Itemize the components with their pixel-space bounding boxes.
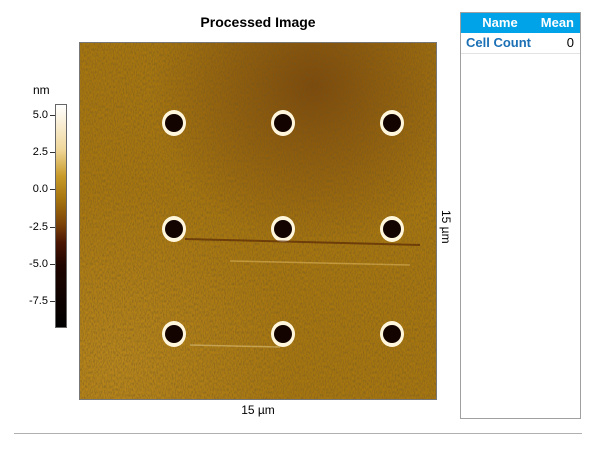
results-table[interactable]: Name Mean Cell Count 0 (460, 12, 581, 419)
feature-pit (165, 220, 183, 238)
colorbar-tick-label: 2.5 (32, 146, 48, 158)
scan-line-artifact (229, 260, 411, 266)
colorbar-tick-mark (50, 189, 55, 190)
feature-pit (383, 114, 401, 132)
feature-pit (383, 220, 401, 238)
row-mean-cell: 0 (566, 35, 574, 50)
feature-pit (165, 114, 183, 132)
colorbar-tick-label: -2.5 (29, 221, 48, 233)
colorbar-tick-label: -5.0 (29, 258, 48, 270)
scan-line-artifact (189, 344, 281, 348)
column-header-mean[interactable]: Mean (540, 15, 574, 30)
scan-line-artifact (184, 238, 421, 246)
feature-pit (274, 220, 292, 238)
colorbar-tick-mark (50, 264, 55, 265)
y-dimension-label: 15 µm (439, 210, 453, 244)
table-header-row: Name Mean (461, 13, 580, 33)
surface-noise (80, 43, 436, 399)
colorbar-tick-mark (50, 115, 55, 116)
feature-pit (383, 325, 401, 343)
afm-height-image[interactable] (79, 42, 437, 400)
colorbar-tick-mark (50, 301, 55, 302)
colorbar-tick-label: 5.0 (32, 109, 48, 121)
colorbar-tick-label: 0.0 (32, 183, 48, 195)
colorbar-tick-mark (50, 227, 55, 228)
row-name-cell: Cell Count (466, 35, 531, 50)
bottom-divider (14, 433, 582, 434)
colorbar-scale (55, 104, 67, 328)
feature-pit (165, 325, 183, 343)
image-title: Processed Image (200, 14, 316, 30)
colorbar-tick-mark (50, 152, 55, 153)
column-header-name[interactable]: Name (482, 15, 518, 30)
colorbar-tick-label: -7.5 (29, 295, 48, 307)
x-dimension-label: 15 µm (241, 403, 275, 417)
feature-pit (274, 114, 292, 132)
colorbar-unit-label: nm (33, 83, 50, 97)
feature-pit (274, 325, 292, 343)
table-row[interactable]: Cell Count 0 (461, 33, 580, 54)
afm-image-canvas (80, 43, 436, 399)
feature-grid (162, 110, 404, 347)
